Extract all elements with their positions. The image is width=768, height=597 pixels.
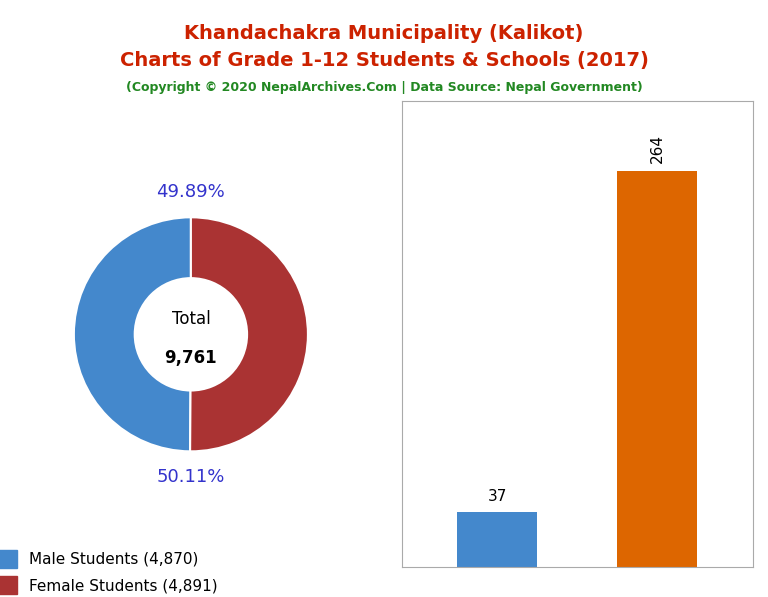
Legend: Male Students (4,870), Female Students (4,891): Male Students (4,870), Female Students (…: [0, 543, 224, 597]
Text: Charts of Grade 1-12 Students & Schools (2017): Charts of Grade 1-12 Students & Schools …: [120, 51, 648, 70]
Bar: [458, 512, 537, 567]
Wedge shape: [190, 217, 308, 451]
Wedge shape: [74, 217, 191, 451]
Text: Total: Total: [171, 310, 210, 328]
Text: 49.89%: 49.89%: [157, 183, 225, 201]
Text: 37: 37: [488, 489, 507, 504]
Text: 50.11%: 50.11%: [157, 468, 225, 486]
Text: 264: 264: [650, 134, 664, 163]
Text: Khandachakra Municipality (Kalikot): Khandachakra Municipality (Kalikot): [184, 24, 584, 43]
Bar: [617, 171, 697, 567]
Text: (Copyright © 2020 NepalArchives.Com | Data Source: Nepal Government): (Copyright © 2020 NepalArchives.Com | Da…: [126, 81, 642, 94]
Text: 9,761: 9,761: [164, 349, 217, 367]
